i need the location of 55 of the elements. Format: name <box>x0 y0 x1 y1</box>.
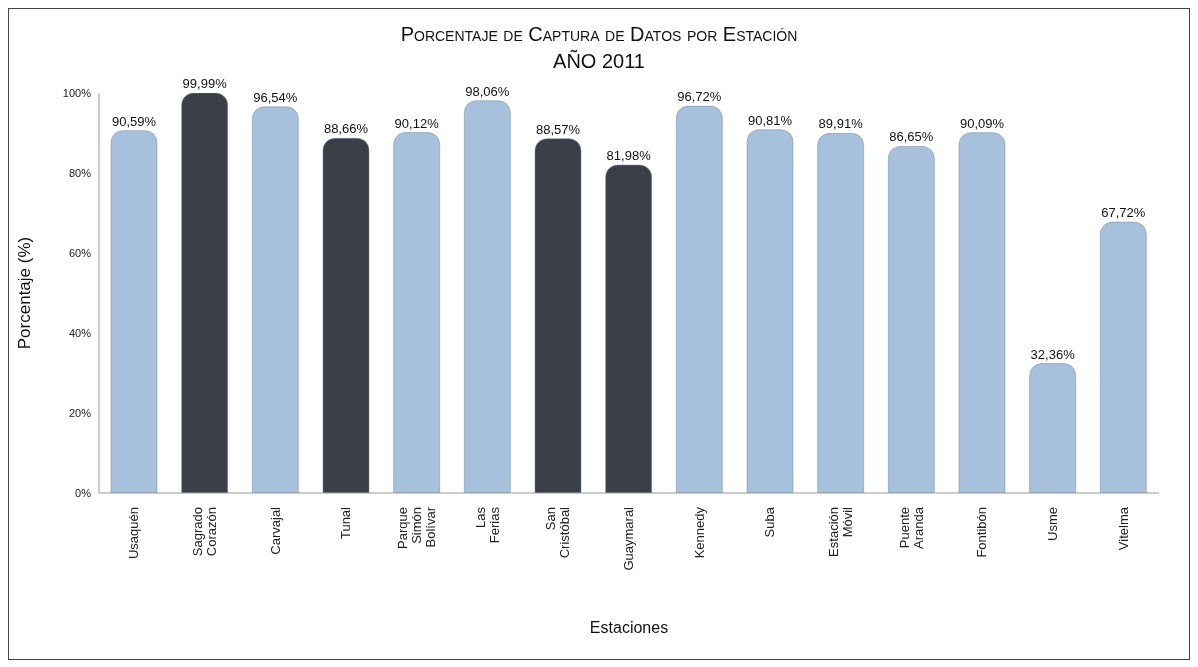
x-tick-label: Tunal <box>338 506 354 540</box>
y-tick-label: 100% <box>62 86 92 99</box>
data-label: 99,99% <box>182 76 228 92</box>
x-tick-label: Sagrado Corazón <box>190 507 219 557</box>
bar <box>746 129 794 493</box>
bar <box>605 164 652 493</box>
data-label: 81,98% <box>606 148 652 164</box>
y-tick-label: 20% <box>68 406 92 419</box>
x-tick-label: Puente Aranda <box>896 506 926 549</box>
bar <box>464 100 511 493</box>
data-label: 96,72% <box>677 89 722 105</box>
bar <box>817 133 864 493</box>
y-axis-title: Porcentaje (%) <box>15 236 35 350</box>
data-label: 67,72% <box>1101 205 1146 221</box>
y-tick-label: 0% <box>75 486 92 499</box>
y-tick-label: 40% <box>68 326 92 339</box>
chart-title: Porcentaje de Captura de Datos por Estación <box>399 22 799 46</box>
x-tick-label: Estación Móvil <box>826 506 855 557</box>
x-tick-label: Carvajal <box>267 506 283 555</box>
y-tick-label: 60% <box>68 246 92 259</box>
x-tick-label: Guaymaral <box>621 506 636 571</box>
bar <box>252 106 299 493</box>
data-label: 90,59% <box>111 113 157 129</box>
data-label: 32,36% <box>1030 346 1076 362</box>
bar <box>322 138 370 493</box>
bar <box>1029 363 1076 493</box>
bar <box>393 132 440 493</box>
bar <box>888 146 935 493</box>
bar <box>676 105 723 493</box>
x-tick-label: Vitelma <box>1115 506 1131 551</box>
data-label: 88,66% <box>323 121 369 137</box>
x-tick-label: Fontibón <box>974 507 990 558</box>
x-tick-label: Parque Simón Bolívar <box>395 506 438 549</box>
data-label: 90,09% <box>959 115 1005 131</box>
data-label: 86,65% <box>889 129 934 145</box>
data-label: 96,54% <box>253 89 298 105</box>
data-label: 89,91% <box>818 116 864 132</box>
data-label: 90,12% <box>394 115 440 131</box>
bar <box>110 130 158 493</box>
x-tick-label: Usme <box>1045 507 1060 541</box>
x-tick-label: Suba <box>762 506 778 538</box>
x-tick-label: San Cristóbal <box>543 506 573 559</box>
data-label: 90,81% <box>747 112 793 128</box>
x-tick-label: Las Ferias <box>472 506 502 544</box>
x-tick-label: Usaquén <box>126 507 142 560</box>
x-tick-label: Kennedy <box>691 506 707 559</box>
data-label: 88,57% <box>535 121 581 137</box>
bar <box>1100 221 1147 493</box>
bar <box>181 93 228 493</box>
x-axis-title: Estaciones <box>589 619 669 636</box>
data-label: 98,06% <box>465 83 510 99</box>
bar <box>534 138 582 493</box>
chart-subtitle: AÑO 2011 <box>552 50 646 73</box>
y-tick-label: 80% <box>68 166 92 179</box>
bar <box>958 132 1006 493</box>
